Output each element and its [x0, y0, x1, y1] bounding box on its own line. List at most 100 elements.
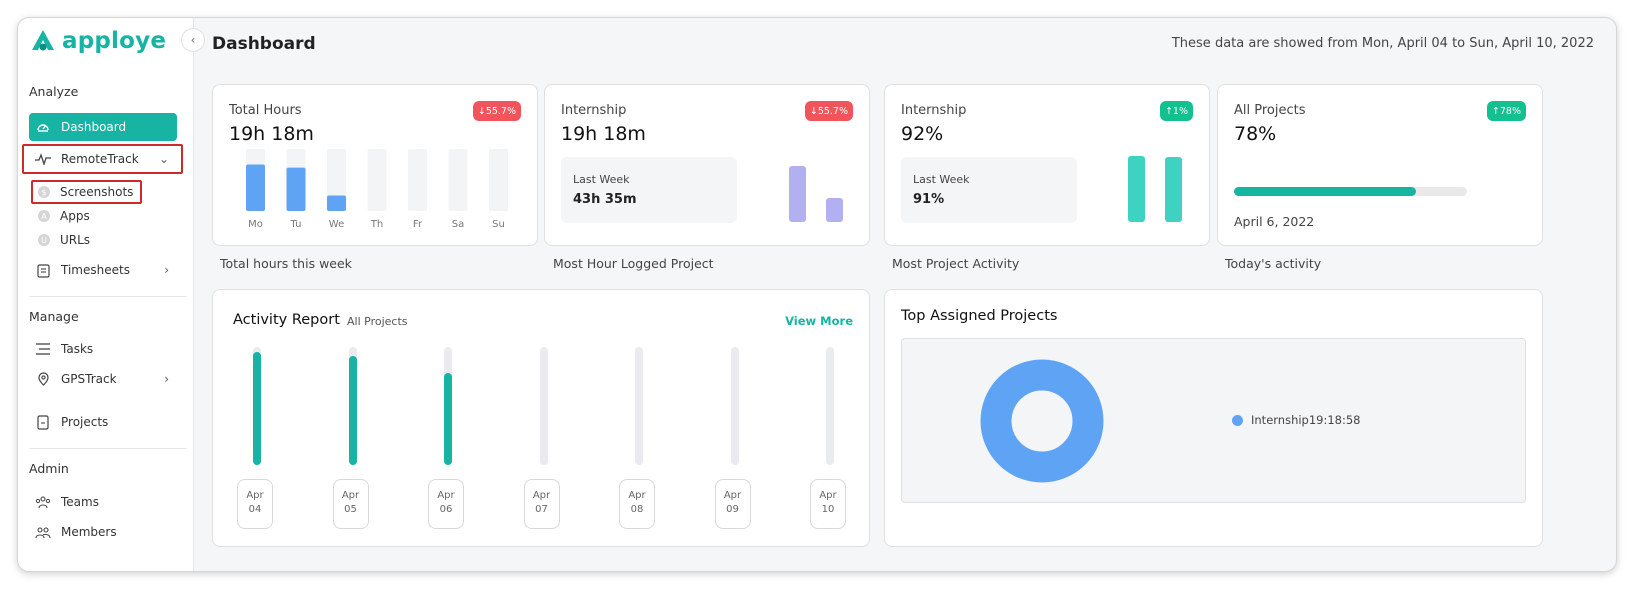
sidebar-item-label: GPSTrack — [61, 372, 117, 386]
last-week-label: Last Week — [573, 173, 630, 186]
card-total-hours: Total Hours 19h 18m ↓55.7% Mo Tu We Th Fr Sa S… — [212, 84, 538, 246]
date-range-text: These data are showed from Mon, April 04… — [1171, 36, 1594, 51]
activity-column: Apr 06 — [428, 347, 468, 532]
logo-icon — [32, 30, 54, 51]
sidebar-item-dashboard[interactable]: Dashboard — [29, 113, 177, 141]
date-chip[interactable]: Apr 10 — [810, 479, 846, 529]
sidebar: apploye Analyze Dashboard RemoteTrack ⌄ … — [18, 18, 194, 571]
date-chip[interactable]: Apr 05 — [332, 479, 369, 529]
bar-tu[interactable] — [286, 167, 306, 211]
date-month: Apr — [532, 490, 551, 501]
card-value: 19h 18m — [561, 123, 646, 145]
activity-track — [730, 347, 739, 465]
this-week-bar — [1128, 156, 1145, 222]
date-day: 07 — [535, 504, 548, 515]
date-chip[interactable]: Apr 08 — [619, 479, 655, 529]
activity-bar[interactable] — [348, 356, 357, 465]
top-projects-panel: Internship19:18:58 — [901, 338, 1526, 503]
date-chip[interactable]: Apr 04 — [237, 479, 273, 529]
date-day: 04 — [248, 504, 262, 515]
page-title: Dashboard — [212, 34, 316, 54]
sidebar-item-members[interactable]: Members — [29, 518, 177, 546]
tick-label: Th — [370, 219, 383, 229]
tick-label: Fr — [413, 219, 423, 229]
sidebar-item-label: Screenshots — [60, 185, 134, 199]
activity-track — [826, 347, 834, 465]
progress-fill — [1234, 187, 1416, 196]
sidebar-item-apps[interactable]: A Apps — [38, 206, 90, 226]
trend-badge: ↓55.7% — [472, 101, 521, 121]
activity-column: Apr 05 — [332, 347, 373, 532]
today-progress-bar — [1234, 187, 1467, 196]
app-window: apploye Analyze Dashboard RemoteTrack ⌄ … — [17, 17, 1617, 572]
divider — [29, 296, 187, 297]
card-label: Internship — [901, 103, 967, 118]
activity-column: Apr 07 — [523, 347, 564, 532]
sidebar-item-timesheets[interactable]: Timesheets › — [29, 256, 177, 284]
bar-track — [489, 149, 508, 211]
sidebar-item-screenshots[interactable]: $ Screenshots — [38, 182, 133, 202]
tick-label: We — [329, 219, 344, 229]
activity-track — [539, 347, 548, 465]
card-label: All Projects — [1234, 103, 1306, 118]
sidebar-item-label: Timesheets — [61, 263, 130, 277]
donut-slice-internship[interactable] — [980, 359, 1104, 483]
sidebar-item-remotetrack[interactable]: RemoteTrack ⌄ — [29, 145, 177, 173]
today-date: April 6, 2022 — [1234, 214, 1315, 229]
card-value: 92% — [901, 123, 944, 145]
date-chip[interactable]: Apr 07 — [523, 479, 560, 529]
activity-column: Apr 04 — [237, 347, 277, 532]
speedometer-icon — [35, 119, 51, 135]
card-label: Internship — [561, 103, 627, 118]
sidebar-item-tasks[interactable]: Tasks — [29, 335, 177, 363]
activity-column: Apr 09 — [714, 347, 755, 532]
sidebar-item-projects[interactable]: Projects — [29, 408, 177, 436]
divider — [29, 448, 187, 449]
project-filter-label[interactable]: All Projects — [347, 315, 408, 328]
top-projects-card: Top Assigned Projects Internship19:18:58 — [884, 289, 1543, 547]
chevron-left-icon[interactable]: ‹ — [181, 28, 205, 52]
section-analyze: Analyze — [29, 84, 79, 99]
last-week-box: Last Week 91% — [901, 157, 1077, 223]
card-value: 19h 18m — [229, 123, 314, 145]
chart-legend: Internship19:18:58 — [1232, 413, 1361, 427]
document-icon — [35, 414, 51, 430]
date-month: Apr — [723, 490, 742, 501]
date-day: 08 — [630, 504, 644, 515]
top-projects-title: Top Assigned Projects — [901, 308, 1058, 324]
sidebar-item-label: Teams — [61, 495, 99, 509]
card-today-activity: All Projects 78% ↑78% April 6, 2022 — [1217, 84, 1543, 246]
tick-label: Tu — [290, 219, 302, 229]
logo[interactable]: apploye — [30, 28, 166, 54]
sidebar-item-urls[interactable]: U URLs — [38, 230, 90, 250]
date-chip[interactable]: Apr 06 — [428, 479, 464, 529]
highlight-box — [22, 144, 183, 174]
chevron-down-icon: ⌄ — [158, 152, 169, 166]
last-week-label: Last Week — [913, 173, 970, 186]
sidebar-item-teams[interactable]: Teams — [29, 488, 177, 516]
highlight-box — [31, 180, 142, 204]
sidebar-item-label: RemoteTrack — [61, 152, 139, 166]
clipboard-icon — [35, 262, 51, 278]
bar-mo[interactable] — [246, 164, 265, 212]
caption-today-activity: Today's activity — [1225, 256, 1322, 271]
apps-icon: A — [38, 210, 50, 222]
bar-track — [408, 149, 427, 211]
activity-column: Apr 10 — [810, 347, 850, 532]
chevron-right-icon: › — [164, 372, 169, 386]
date-month: Apr — [246, 490, 264, 501]
activity-bar[interactable] — [444, 372, 452, 465]
bar-we[interactable] — [327, 195, 346, 212]
members-icon — [35, 524, 51, 540]
activity-bar[interactable] — [253, 351, 261, 465]
trend-badge: ↑78% — [1486, 101, 1526, 121]
tick-label: Su — [492, 219, 505, 229]
tick-label: Mo — [248, 219, 263, 229]
date-chip[interactable]: Apr 09 — [714, 479, 751, 529]
donut-chart — [980, 359, 1104, 483]
view-more-link[interactable]: View More — [785, 314, 853, 328]
sidebar-item-gpstrack[interactable]: GPSTrack › — [29, 365, 177, 393]
trend-badge: ↓55.7% — [804, 101, 853, 121]
card-most-hours: Internship 19h 18m ↓55.7% Last Week 43h … — [544, 84, 870, 246]
last-week-value: 91% — [913, 192, 945, 207]
